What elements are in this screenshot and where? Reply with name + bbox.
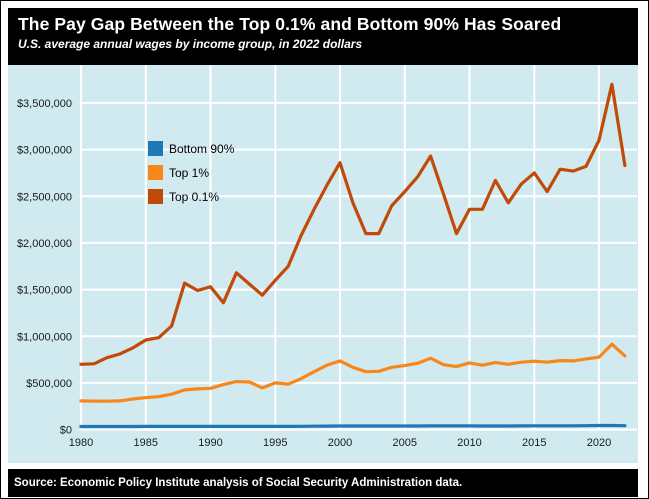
x-axis-tick-label: 1995 [263,437,287,449]
chart-subtitle: U.S. average annual wages by income grou… [18,37,363,51]
source-bar: Source: Economic Policy Institute analys… [8,469,638,497]
chart-area: $0 $500,000 $1,000,000 $1,500,000 $2,000,000… [8,65,638,463]
legend-swatch [148,141,163,156]
legend-swatch [148,165,163,180]
y-axis-tick-label: $1,000,000 [17,331,72,343]
y-axis-tick-label: $3,000,000 [17,145,72,157]
x-axis-tick-label: 1990 [198,437,222,449]
line-chart: $0 $500,000 $1,000,000 $1,500,000 $2,000,000… [17,65,637,449]
x-axis-tick-label: 2010 [457,437,481,449]
legend-label: Bottom 90% [169,142,235,156]
source-text: Source: Economic Policy Institute analys… [14,477,463,489]
x-axis-tick-label: 2015 [522,437,546,449]
series-line-bottom-90- [79,423,627,429]
y-axis-tick-label: $500,000 [26,378,72,390]
x-axis-tick-label: 1980 [69,437,93,449]
series-line-top-0-1- [79,82,627,366]
y-axis-tick-label: $3,500,000 [17,98,72,110]
chart-title: The Pay Gap Between the Top 0.1% and Bot… [18,14,562,34]
x-axis-tick-label: 2000 [328,437,352,449]
y-axis-tick-label: $0 [60,425,72,437]
title-bar: The Pay Gap Between the Top 0.1% and Bot… [8,8,638,66]
x-axis-tick-label: 2020 [587,437,611,449]
x-axis-tick-label: 1985 [134,437,158,449]
legend-swatch [148,189,163,204]
series-line-top-1- [79,342,627,403]
y-axis-tick-label: $2,000,000 [17,238,72,250]
legend-label: Top 1% [169,166,209,180]
y-axis-tick-label: $1,500,000 [17,285,72,297]
x-axis-tick-label: 2005 [393,437,417,449]
legend-label: Top 0.1% [169,190,219,204]
y-axis-tick-label: $2,500,000 [17,191,72,203]
